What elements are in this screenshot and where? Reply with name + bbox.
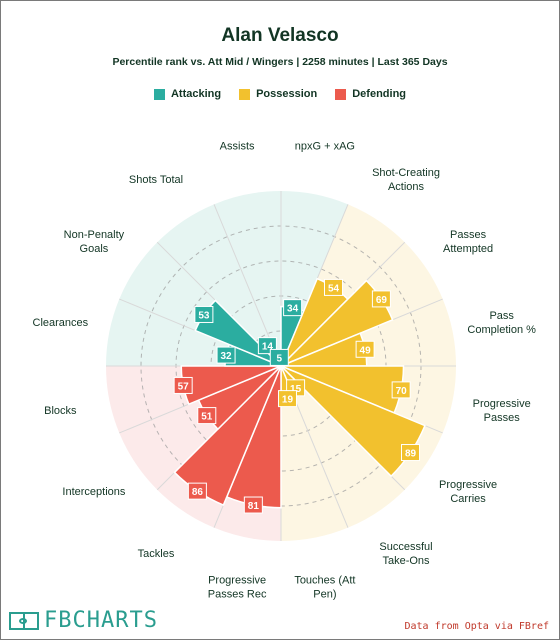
legend-item-defending: Defending [335,88,406,100]
legend-label-possession: Possession [256,88,318,100]
legend-item-possession: Possession [239,88,317,100]
value-badge [391,381,411,399]
value-label: 15 [290,384,302,395]
value-label: 49 [360,345,372,356]
chart-title: Alan Velasco [221,25,339,46]
pitch-icon [9,611,39,630]
value-badge [197,407,217,425]
value-label: 57 [178,381,190,392]
value-badge [243,496,263,514]
value-badge [371,290,391,308]
value-badge [194,305,214,323]
category-label: Shot-Creating Actions [372,167,440,193]
value-badge [173,376,193,394]
category-label: Successful Take-Ons [379,541,432,567]
value-badge [324,278,344,296]
category-label: Blocks [44,405,77,417]
category-label: Tackles [138,548,175,560]
value-label: 5 [277,353,283,364]
brand-logo: FBCHARTS [9,608,158,633]
category-label: Shots Total [129,174,183,186]
value-badge [401,444,421,462]
legend-swatch-attacking [153,88,165,100]
value-badge [355,340,375,358]
value-badge [277,390,297,408]
value-label: 32 [221,351,233,362]
brand-text: FBCHARTS [44,608,158,633]
value-label: 70 [396,386,408,397]
data-source: Data from Opta via FBref [404,621,550,632]
value-label: 51 [201,412,213,423]
category-label: Touches (Att Pen) [294,575,355,601]
value-label: 69 [376,295,388,306]
category-label: Passes Attempted [443,229,493,255]
category-label: Clearances [33,317,89,329]
legend-label-attacking: Attacking [170,88,222,100]
legend-swatch-possession [239,88,251,100]
value-badge [216,346,236,364]
value-label: 14 [262,342,274,353]
value-badge [187,482,207,500]
legend: Attacking Possession Defending [1,88,559,100]
category-label: Progressive Passes Rec [208,575,267,601]
value-badge [269,348,289,366]
category-label: Pass Completion % [467,310,536,336]
value-label: 34 [287,304,299,315]
legend-swatch-defending [335,88,347,100]
background-sector [281,366,348,541]
value-label: 89 [405,449,417,460]
value-label: 81 [248,501,260,512]
legend-label-defending: Defending [352,88,407,100]
value-badge [283,299,303,317]
category-label: Assists [220,140,255,152]
category-label: Interceptions [62,486,125,498]
chart-subtitle: Percentile rank vs. Att Mid / Wingers | … [112,56,448,68]
category-label: Non-Penalty Goals [64,229,125,255]
legend-item-attacking: Attacking [153,88,222,100]
background-sector [157,204,281,366]
category-label: npxG + xAG [295,140,355,152]
category-label: Progressive Carries [439,479,497,505]
value-label: 54 [328,283,340,294]
value-label: 19 [282,395,294,406]
value-label: 53 [198,310,210,321]
value-label: 86 [192,487,204,498]
category-label: Progressive Passes [473,398,531,424]
background-sector [281,366,405,528]
background-sector [214,191,281,366]
